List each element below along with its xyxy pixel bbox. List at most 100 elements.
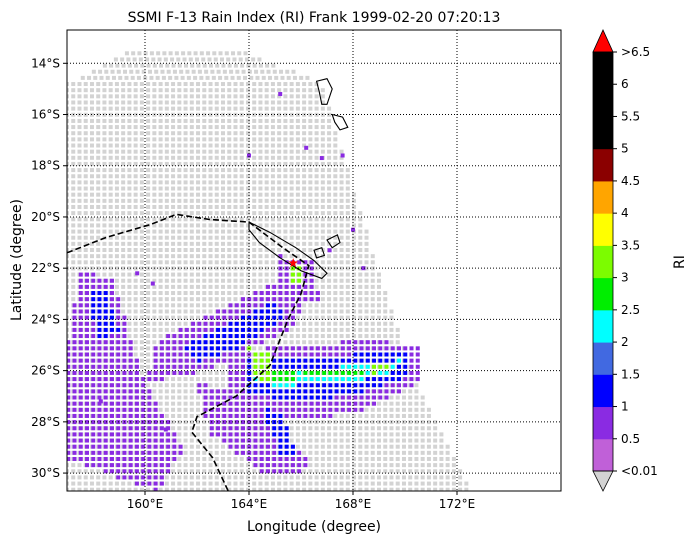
swath-cell [327,432,332,437]
rain-cell [91,334,96,339]
swath-cell [258,94,263,99]
swath-cell [67,149,69,154]
colorbar-segment [593,277,613,311]
swath-cell [96,481,101,486]
swath-cell [333,149,338,154]
swath-cell [208,481,213,486]
swath-cell [67,235,69,240]
swath-cell [146,131,151,136]
rain-cell [134,413,139,418]
swath-cell [352,241,357,246]
swath-cell [157,57,162,62]
rain-cell [353,358,358,363]
swath-cell [233,149,238,154]
swath-cell [352,303,357,308]
swath-cell [395,469,400,474]
swath-cell [358,241,363,246]
swath-cell [96,82,101,87]
swath-cell [426,413,431,418]
swath-cell [252,106,257,111]
rain-cell [116,456,121,461]
rain-cell [72,340,77,345]
swath-cell [152,217,157,222]
rain-cell [297,352,302,357]
swath-cell [89,143,94,148]
rain-cell [116,346,121,351]
swath-cell [252,118,257,123]
swath-cell [208,63,213,68]
swath-cell [299,75,304,80]
rain-cell [103,321,108,326]
rain-cell [297,284,302,289]
rain-cell [134,389,139,394]
swath-cell [139,192,144,197]
rain-cell [247,450,252,455]
rain-cell [328,346,333,351]
swath-cell [158,125,163,130]
swath-cell [89,155,94,160]
swath-cell [67,186,69,191]
swath-cell [133,168,138,173]
swath-cell [352,297,357,302]
swath-cell [383,438,388,443]
swath-cell [339,487,344,491]
swath-cell [114,278,119,283]
rain-cell [304,145,309,150]
swath-cell [314,168,319,173]
swath-cell [171,161,176,166]
swath-cell [114,186,119,191]
swath-cell [83,174,88,179]
swath-cell [158,315,163,320]
swath-cell [333,143,338,148]
swath-cell [239,192,244,197]
rain-cell [116,450,121,455]
rain-cell [359,370,364,375]
rain-cell [265,444,270,449]
swath-cell [339,155,344,160]
swath-cell [132,57,137,62]
rain-cell [365,352,370,357]
swath-cell [401,413,406,418]
swath-cell [377,432,381,437]
swath-cell [302,438,307,443]
swath-cell [158,100,163,105]
rain-cell [284,278,289,283]
x-tick-label: 164°E [231,497,268,511]
rain-cell [134,444,139,449]
rain-cell [309,358,314,363]
swath-cell [289,82,294,87]
swath-cell [395,450,400,455]
rain-cell [78,284,83,289]
swath-cell [146,340,151,345]
rain-cell [91,327,96,332]
swath-cell [121,94,126,99]
swath-cell [121,112,126,117]
swath-cell [121,229,126,234]
swath-cell [245,463,250,468]
swath-cell [130,75,135,80]
swath-cell [395,395,400,400]
swath-cell [152,297,157,302]
rain-cell [191,370,196,375]
rain-cell [172,334,177,339]
rain-cell [122,358,127,363]
swath-cell [208,377,213,382]
coastline-new-caledonia [248,221,328,280]
swath-cell [158,487,163,491]
swath-cell [252,223,257,228]
rain-cell [166,346,171,351]
swath-cell [401,426,406,431]
swath-cell [108,88,113,93]
swath-cell [320,217,325,222]
swath-cell [89,260,94,265]
swath-cell [433,420,438,425]
rain-cell [122,475,127,480]
rain-cell [272,463,277,468]
swath-cell [233,481,238,486]
swath-cell [277,82,282,87]
swath-cell [214,469,219,474]
rain-cell [109,303,114,308]
rain-cell [153,456,158,461]
swath-cell [168,75,173,80]
swath-cell [272,69,277,74]
